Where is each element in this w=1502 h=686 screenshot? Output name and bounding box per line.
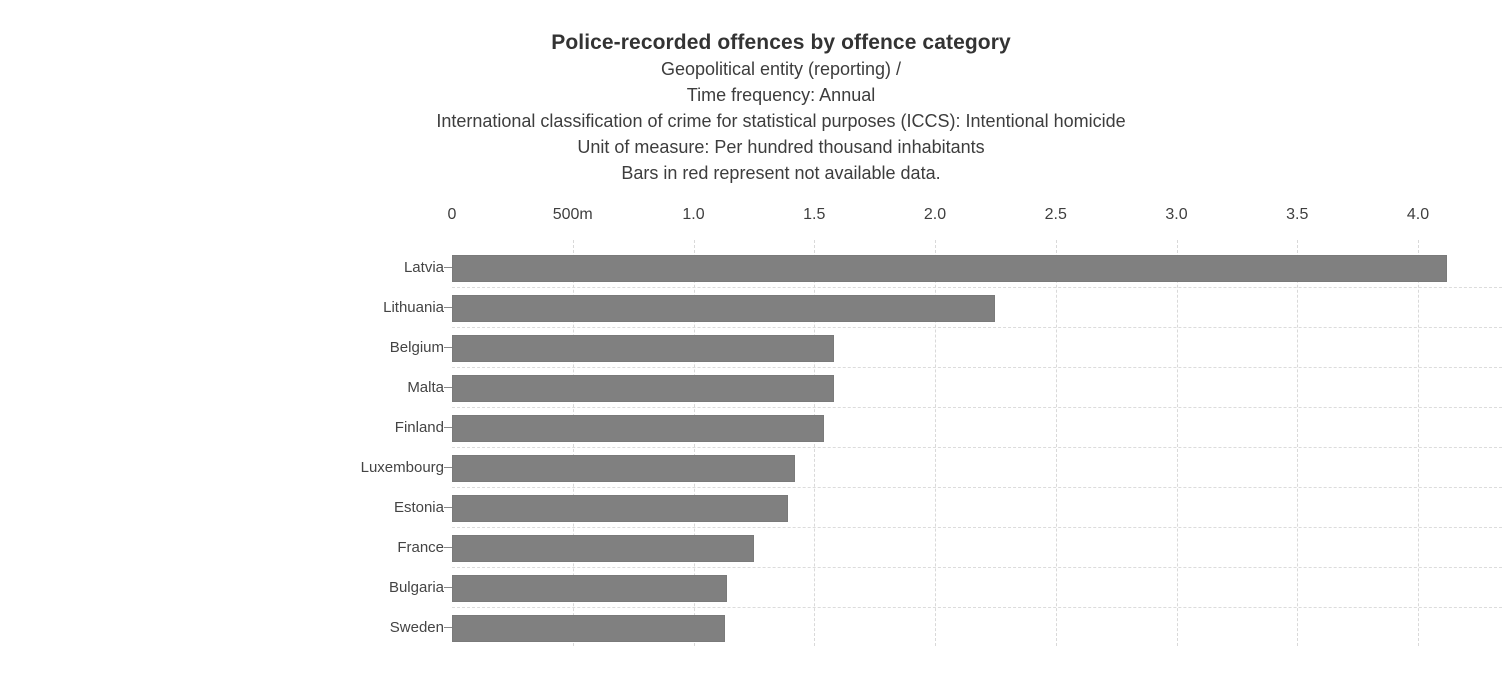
bar[interactable] (452, 295, 996, 322)
chart-subtitle-line-1: Geopolitical entity (reporting) / (660, 59, 902, 79)
bar[interactable] (452, 415, 824, 442)
y-axis-category-label: France (397, 539, 444, 556)
y-axis-tick (444, 467, 453, 468)
y-axis-tick (444, 587, 453, 588)
bar[interactable] (452, 375, 834, 402)
bar-row: Belgium (0, 328, 1502, 368)
y-axis-category-label: Sweden (389, 619, 444, 636)
y-axis-category-label: Estonia (393, 499, 444, 516)
bar-row: Bulgaria (0, 568, 1502, 608)
bar-row: Luxembourg (0, 448, 1502, 488)
y-axis-tick (444, 547, 453, 548)
x-axis-tick-label: 2.0 (923, 206, 947, 223)
y-axis-tick (444, 307, 453, 308)
bar-rows: Latvia Lithuania Belgium Malta Finland Luxemb… (0, 248, 1502, 646)
chart-subtitle-line-2: Time frequency: Annual (686, 85, 876, 105)
y-axis-category-label: Luxembourg (360, 459, 444, 476)
y-axis-tick (444, 267, 453, 268)
y-axis-tick (444, 507, 453, 508)
chart-title: Police-recorded offences by offence cate… (551, 31, 1011, 54)
y-axis-tick (444, 347, 453, 348)
x-axis-tick-label: 1.0 (682, 206, 705, 223)
chart-title-block: Police-recorded offences by offence cate… (0, 30, 1502, 186)
chart-root: Police-recorded offences by offence cate… (0, 30, 1502, 648)
bar-row: Malta (0, 368, 1502, 408)
x-axis-tick-label: 3.0 (1165, 206, 1188, 223)
y-axis-category-label: Finland (394, 419, 444, 436)
bar-row: Latvia (0, 248, 1502, 288)
x-axis: 0 500m 1.0 1.5 2.0 2.5 3.0 3.5 4.0 (0, 206, 1502, 240)
y-axis-category-label: Bulgaria (388, 579, 444, 596)
y-axis-category-label: Belgium (389, 339, 444, 356)
bar[interactable] (452, 615, 725, 642)
chart-subtitle-line-4: Unit of measure: Per hundred thousand in… (577, 137, 985, 157)
chart-subtitle-line-5: Bars in red represent not available data… (621, 163, 941, 183)
y-axis-category-label: Malta (407, 379, 444, 396)
bar[interactable] (452, 255, 1447, 282)
y-axis-category-label: Latvia (403, 259, 444, 276)
bar[interactable] (452, 575, 728, 602)
bar[interactable] (452, 535, 754, 562)
x-axis-tick-label: 0 (447, 206, 457, 223)
x-axis-tick-label: 500m (552, 206, 593, 223)
y-axis-tick (444, 627, 453, 628)
x-axis-tick-label: 3.5 (1286, 206, 1309, 223)
x-axis-tick-label: 4.0 (1406, 206, 1430, 223)
y-axis-tick (444, 427, 453, 428)
y-axis-tick (444, 387, 453, 388)
bar[interactable] (452, 455, 795, 482)
bar[interactable] (452, 495, 788, 522)
y-axis-category-label: Lithuania (383, 299, 444, 316)
bar-row: Finland (0, 408, 1502, 448)
bar-row: Sweden (0, 608, 1502, 648)
x-axis-tick-label: 1.5 (803, 206, 826, 223)
bar-row: Estonia (0, 488, 1502, 528)
bar[interactable] (452, 335, 834, 362)
bar-row: France (0, 528, 1502, 568)
x-axis-tick-label: 2.5 (1044, 206, 1067, 223)
viewport-clip (0, 646, 1502, 686)
bar-row: Lithuania (0, 288, 1502, 328)
chart-subtitle-line-3: International classification of crime fo… (436, 111, 1126, 131)
